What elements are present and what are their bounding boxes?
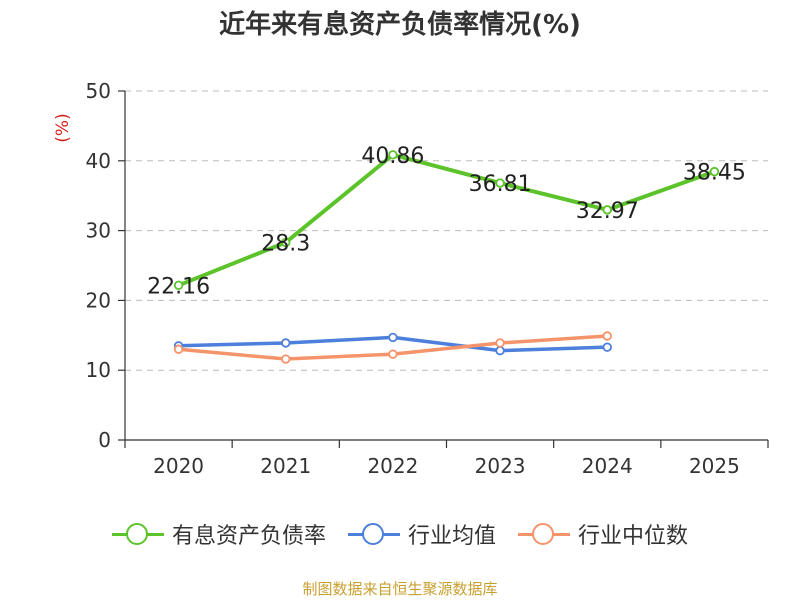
data-point <box>281 338 291 348</box>
grid-lines <box>125 90 768 371</box>
data-label: 28.3 <box>261 231 310 256</box>
legend-marker-icon <box>111 522 164 546</box>
legend-marker-icon <box>347 522 400 546</box>
legend-item-0[interactable]: 有息资产负债率 <box>111 518 326 550</box>
data-point <box>602 342 612 352</box>
chart-title: 近年来有息资产负债率情况(%) <box>219 10 581 40</box>
data-point <box>388 349 398 359</box>
y-tick-label: 20 <box>86 288 111 312</box>
data-point <box>495 178 505 188</box>
y-tick-label: 50 <box>86 79 111 103</box>
y-tick-label: 0 <box>98 428 111 452</box>
data-point <box>388 150 398 160</box>
series-line-0 <box>176 152 717 288</box>
legend: 有息资产负债率 行业均值 行业中位数 <box>0 518 800 550</box>
y-tick-label: 40 <box>86 149 111 173</box>
series-layer <box>173 150 720 364</box>
data-point <box>281 237 291 248</box>
x-tick-label: 2023 <box>475 454 526 478</box>
legend-label: 行业中位数 <box>578 524 689 549</box>
x-tick-label: 2024 <box>582 454 633 478</box>
y-axis-label: (%) <box>53 113 73 142</box>
x-tick-label: 2025 <box>689 454 740 478</box>
data-label: 22.16 <box>147 274 210 299</box>
source-note: 制图数据来自恒生聚源数据库 <box>302 580 498 598</box>
data-point <box>495 345 505 356</box>
data-label: 40.86 <box>361 144 424 169</box>
data-point <box>602 331 612 341</box>
data-point <box>602 205 612 215</box>
legend-marker-icon <box>518 522 570 546</box>
x-tick-label: 2021 <box>260 454 311 478</box>
x-tick-label: 2020 <box>153 454 204 478</box>
legend-label: 行业均值 <box>407 524 496 549</box>
data-label: 32.97 <box>576 199 639 224</box>
data-labels: 22.16 28.3 40.86 36.81 32.97 38.45 <box>147 144 746 300</box>
data-label: 38.45 <box>683 161 746 186</box>
x-tick-label: 2022 <box>367 454 418 478</box>
legend-label: 有息资产负债率 <box>171 524 326 549</box>
data-point <box>388 332 398 343</box>
legend-item-1[interactable]: 行业均值 <box>347 518 496 550</box>
y-tick-label: 10 <box>86 358 111 382</box>
data-point <box>495 338 505 348</box>
data-point <box>173 280 184 291</box>
legend-item-2[interactable]: 行业中位数 <box>518 518 688 550</box>
y-tick-label: 30 <box>86 219 111 243</box>
data-label: 36.81 <box>469 172 532 197</box>
data-point <box>173 344 184 354</box>
data-point <box>709 166 720 177</box>
axes: 0 10 20 30 40 50 (%) 2020 2021 2022 2023 2024 2025 <box>53 79 769 478</box>
data-point <box>281 354 291 364</box>
